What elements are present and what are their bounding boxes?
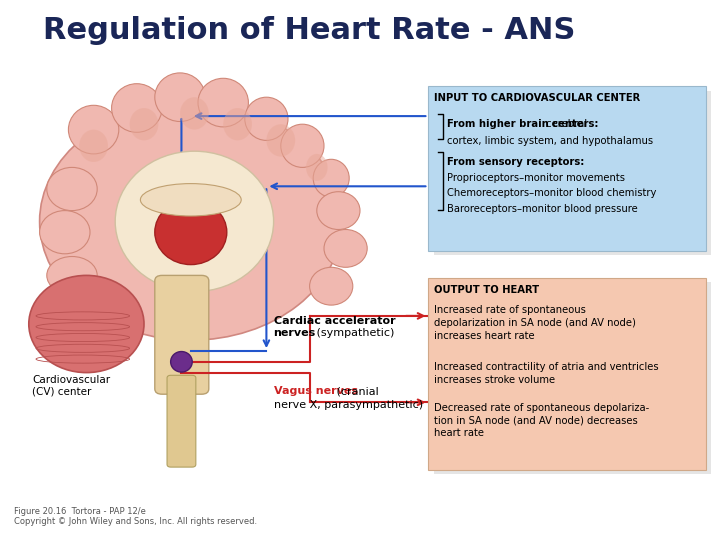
FancyBboxPatch shape — [428, 278, 706, 470]
Text: cortex, limbic system, and hypothalamus: cortex, limbic system, and hypothalamus — [447, 136, 653, 146]
Text: Chemoreceptors–monitor blood chemistry: Chemoreceptors–monitor blood chemistry — [447, 188, 657, 198]
Text: From higher brain centers:: From higher brain centers: — [447, 119, 598, 129]
FancyBboxPatch shape — [167, 375, 196, 467]
Ellipse shape — [317, 192, 360, 230]
Text: Proprioceptors–monitor movements: Proprioceptors–monitor movements — [447, 173, 625, 183]
Ellipse shape — [223, 108, 252, 140]
Text: Increased rate of spontaneous
depolarization in SA node (and AV node)
increases : Increased rate of spontaneous depolariza… — [434, 305, 636, 341]
Text: Baroreceptors–monitor blood pressure: Baroreceptors–monitor blood pressure — [447, 204, 638, 214]
Text: Increased contractility of atria and ventricles
increases stroke volume: Increased contractility of atria and ven… — [434, 362, 659, 384]
Ellipse shape — [140, 184, 241, 216]
Ellipse shape — [313, 159, 349, 197]
Ellipse shape — [79, 130, 108, 162]
Text: Decreased rate of spontaneous depolariza-
tion in SA node (and AV node) decrease: Decreased rate of spontaneous depolariza… — [434, 403, 649, 438]
Text: From sensory receptors:: From sensory receptors: — [447, 157, 585, 167]
FancyBboxPatch shape — [434, 282, 711, 474]
Ellipse shape — [324, 230, 367, 267]
FancyBboxPatch shape — [155, 275, 209, 394]
Ellipse shape — [198, 78, 248, 127]
Ellipse shape — [112, 84, 162, 132]
Ellipse shape — [281, 124, 324, 167]
Text: Regulation of Heart Rate - ANS: Regulation of Heart Rate - ANS — [43, 16, 575, 45]
Text: INPUT TO CARDIOVASCULAR CENTER: INPUT TO CARDIOVASCULAR CENTER — [434, 93, 640, 103]
Ellipse shape — [68, 105, 119, 154]
Ellipse shape — [47, 256, 97, 294]
Ellipse shape — [245, 97, 288, 140]
Ellipse shape — [29, 275, 144, 373]
Text: (cranial: (cranial — [333, 386, 379, 396]
Ellipse shape — [266, 124, 295, 157]
Ellipse shape — [40, 103, 342, 340]
Text: OUTPUT TO HEART: OUTPUT TO HEART — [434, 285, 539, 295]
Ellipse shape — [47, 167, 97, 211]
Ellipse shape — [310, 267, 353, 305]
Text: (sympathetic): (sympathetic) — [313, 328, 395, 338]
Text: nerves: nerves — [274, 328, 316, 338]
Ellipse shape — [40, 211, 90, 254]
FancyBboxPatch shape — [434, 91, 711, 255]
Text: Cardiac accelerator: Cardiac accelerator — [274, 316, 395, 338]
Text: Vagus nerves: Vagus nerves — [274, 386, 358, 396]
Ellipse shape — [306, 154, 328, 181]
Ellipse shape — [155, 73, 205, 122]
Text: nerve X, parasympathetic): nerve X, parasympathetic) — [274, 400, 423, 410]
Text: Cardiovascular
(CV) center: Cardiovascular (CV) center — [32, 375, 111, 397]
Ellipse shape — [115, 151, 274, 292]
Text: Figure 20.16  Tortora - PAP 12/e
Copyright © John Wiley and Sons, Inc. All right: Figure 20.16 Tortora - PAP 12/e Copyrigh… — [14, 507, 258, 526]
Ellipse shape — [180, 97, 209, 130]
Ellipse shape — [130, 108, 158, 140]
Ellipse shape — [155, 200, 227, 265]
Text: cerebral: cerebral — [543, 119, 587, 129]
FancyBboxPatch shape — [428, 86, 706, 251]
Ellipse shape — [171, 352, 192, 372]
